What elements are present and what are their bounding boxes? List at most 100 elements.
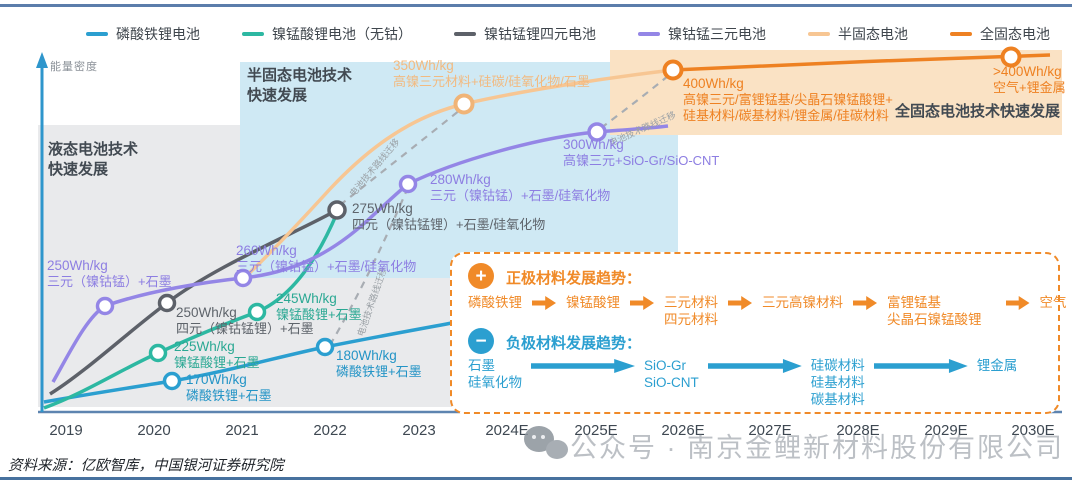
annotation-material: 硅基材料/碳基材料/锂金属/硅碳材料 — [683, 108, 889, 123]
annotation-225: 225Wh/kg 镍锰酸锂+石墨 — [174, 339, 260, 371]
minus-icon: − — [468, 328, 494, 354]
anode-step-label: 碳基材料 — [810, 392, 865, 407]
x-tick-2019: 2019 — [49, 422, 83, 439]
x-tick-2020: 2020 — [137, 422, 171, 439]
annotation-material: 镍锰酸锂+石墨 — [174, 355, 260, 370]
anode-trend-title: 负极材料发展趋势： — [506, 335, 642, 352]
arrow-right-icon — [728, 296, 752, 310]
cathode-step: 磷酸铁锂 — [468, 294, 522, 311]
legend-label: 磷酸铁锂电池 — [116, 26, 200, 42]
legend-item-ternary: 镍钴锰三元电池 — [638, 24, 766, 44]
annotation-value: 250Wh/kg — [176, 305, 237, 320]
annotation-material: 磷酸铁锂+石墨 — [336, 364, 422, 379]
legend-swatch-ternary — [638, 32, 660, 36]
marker-lnmo-245 — [247, 302, 267, 322]
legend-label: 镍锰酸锂电池（无钴） — [272, 26, 412, 42]
annotation-material: 三元（镍钴锰）+石墨 — [47, 274, 172, 289]
anode-step-label: 锂金属 — [976, 358, 1018, 373]
annotation-material: 四元（镍钴锰锂）+石墨 — [176, 321, 314, 336]
anode-step-label: SiO-CNT — [644, 375, 699, 390]
marker-ternary-250 — [95, 296, 115, 316]
annotation-value: 260Wh/kg — [236, 243, 297, 258]
marker-lfp-180 — [315, 337, 335, 357]
cathode-step-label: 空气 — [1039, 295, 1067, 310]
annotation-value: 225Wh/kg — [174, 339, 235, 354]
annotation-material: 三元（镍钴锰）+石墨/硅氧化物 — [430, 188, 611, 203]
annotation-260: 260Wh/kg 三元（镍钴锰）+石墨/硅氧化物 — [236, 243, 416, 275]
annotation-value: 300Wh/kg — [563, 137, 624, 152]
annotation-material: 四元（镍钴锰锂）+石墨/硅氧化物 — [352, 217, 546, 232]
annotation-value: 400Wh/kg — [683, 76, 744, 91]
annotation-material: 高镍三元+SiO-Gr/SiO-CNT — [563, 153, 720, 168]
annotation-value: 275Wh/kg — [352, 201, 413, 216]
x-tick-2022: 2022 — [313, 422, 347, 439]
legend: 磷酸铁锂电池 镍锰酸锂电池（无钴） 镍钴锰锂四元电池 镍钴锰三元电池 半固态电池… — [86, 24, 1050, 44]
annotation-400: 400Wh/kg 高镍三元/富锂锰基/尖晶石镍锰酸锂+ 硅基材料/碳基材料/锂金… — [683, 76, 893, 124]
legend-item-quaternary: 镍钴锰锂四元电池 — [454, 24, 596, 44]
arrow-right-icon — [630, 296, 654, 310]
solid-phase-label: 全固态电池技术快速发展 — [895, 103, 1061, 120]
anode-step-label: 石墨 — [468, 358, 495, 373]
annotation-400plus: >400Wh/kg 空气+锂金属 — [993, 64, 1066, 96]
annotation-180: 180Wh/kg 磷酸铁锂+石墨 — [336, 348, 422, 380]
anode-step: 石墨 硅氧化物 — [468, 357, 522, 391]
anode-step-label: SiO-Gr — [644, 358, 686, 373]
legend-swatch-lfp — [86, 32, 108, 36]
legend-item-solid: 全固态电池 — [950, 24, 1050, 44]
anode-step-label: 硅基材料 — [810, 375, 865, 390]
cathode-trend-title: 正极材料发展趋势： — [506, 270, 642, 287]
x-tick-2026e: 2026E — [661, 422, 705, 439]
cathode-step-label: 富锂锰基 — [887, 295, 941, 310]
x-tick-2025e: 2025E — [574, 422, 618, 439]
annotation-value: 170Wh/kg — [186, 372, 247, 387]
cathode-step-label: 尖晶石镍锰酸锂 — [887, 312, 982, 327]
anode-step: 硅碳材料 硅基材料 碳基材料 — [811, 357, 865, 408]
cathode-trend-flow: 磷酸铁锂 镍锰酸锂 三元材料 四元材料 三元高镍材料 富锂锰基 尖晶石镍锰酸锂 … — [468, 294, 1067, 328]
x-tick-2029e: 2029E — [924, 422, 968, 439]
legend-label: 半固态电池 — [838, 26, 908, 42]
annotation-value: 250Wh/kg — [47, 258, 108, 273]
annotation-350: 350Wh/kg 高镍三元材料+硅碳/硅氧化物/石墨 — [393, 58, 590, 90]
arrow-right-icon — [531, 359, 635, 373]
cathode-step: 空气 — [1040, 294, 1067, 311]
plus-icon: + — [468, 263, 494, 289]
legend-item-semisolid: 半固态电池 — [808, 24, 908, 44]
x-tick-2027e: 2027E — [748, 422, 792, 439]
x-tick-2030e: 2030E — [1011, 422, 1055, 439]
migration-dash-180-280 — [329, 191, 408, 346]
arrow-right-icon — [853, 296, 877, 310]
legend-item-lfp: 磷酸铁锂电池 — [86, 24, 200, 44]
annotation-material: 三元（镍钴锰）+石墨/硅氧化物 — [236, 259, 417, 274]
source-note: 资料来源：亿欧智库，中国银河证券研究院 — [8, 458, 284, 474]
marker-solid-400plus — [1000, 46, 1022, 68]
anode-step-label: 硅碳材料 — [810, 358, 865, 373]
marker-ternary-300 — [587, 122, 607, 142]
marker-lnmo-225 — [148, 343, 168, 363]
marker-quaternary-250 — [157, 293, 177, 313]
legend-label: 镍钴锰锂四元电池 — [484, 26, 596, 42]
annotation-value: 280Wh/kg — [430, 172, 491, 187]
curve-lnmo — [43, 212, 339, 410]
arrow-right-icon — [707, 359, 802, 373]
annotation-material: 高镍三元材料+硅碳/硅氧化物/石墨 — [393, 74, 590, 89]
annotation-275: 275Wh/kg 四元（镍钴锰锂）+石墨/硅氧化物 — [352, 201, 545, 233]
cathode-step-label: 三元高镍材料 — [762, 295, 843, 310]
cathode-step: 三元材料 四元材料 — [664, 294, 718, 328]
anode-trend-flow: 石墨 硅氧化物 SiO-Gr SiO-CNT 硅碳材料 硅基材料 碳基材料 锂金… — [468, 357, 1017, 408]
curve-semisolid — [241, 68, 674, 281]
legend-swatch-solid — [950, 32, 972, 36]
migration-dash-275-350 — [339, 109, 461, 206]
cathode-step-label: 镍锰酸锂 — [566, 295, 620, 310]
cathode-step: 富锂锰基 尖晶石镍锰酸锂 — [887, 294, 982, 328]
anode-step: 锂金属 — [977, 357, 1018, 374]
annotation-value: >400Wh/kg — [993, 64, 1062, 79]
wechat-icon — [524, 420, 568, 464]
bottom-divider — [0, 477, 1072, 480]
anode-step: SiO-Gr SiO-CNT — [644, 357, 699, 391]
material-trends-box: + 正极材料发展趋势： 磷酸铁锂 镍锰酸锂 三元材料 四元材料 三元高镍材料 富… — [450, 252, 1067, 414]
x-tick-2021: 2021 — [225, 422, 259, 439]
marker-ternary-260 — [233, 268, 253, 288]
annotation-value: 180Wh/kg — [336, 348, 397, 363]
legend-label: 全固态电池 — [980, 26, 1050, 42]
legend-swatch-lnmo — [242, 32, 264, 36]
